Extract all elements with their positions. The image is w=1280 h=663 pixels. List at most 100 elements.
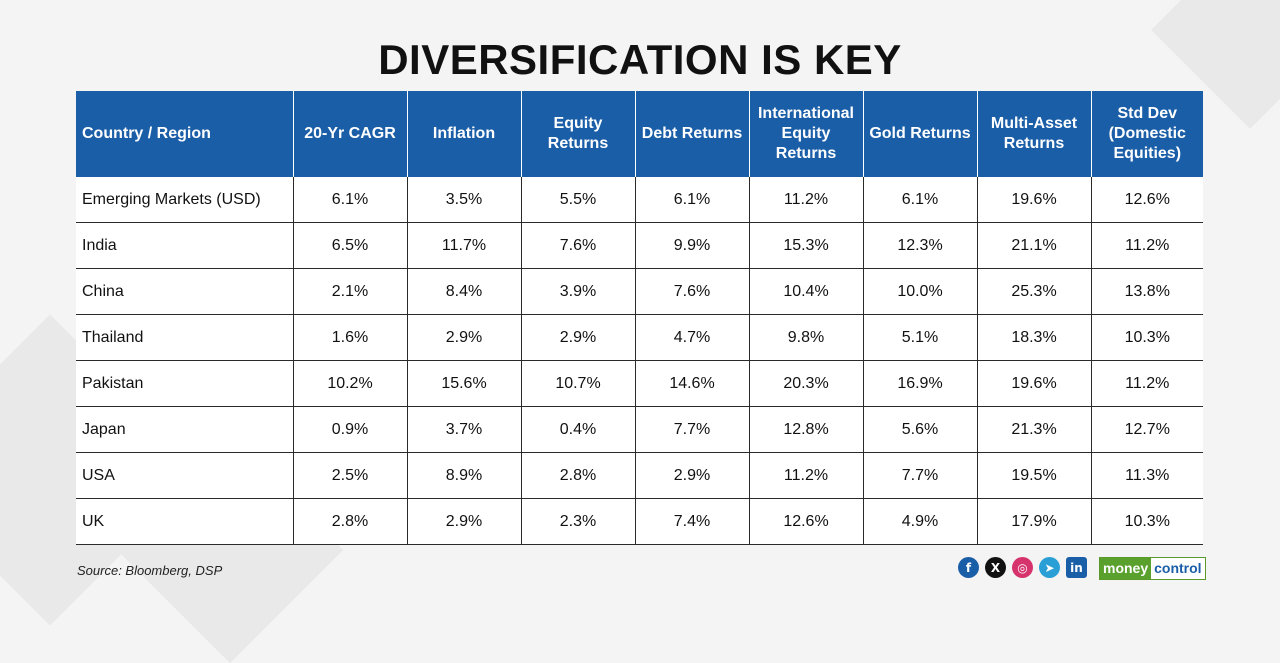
brand-logo-part2: control xyxy=(1151,558,1205,579)
table-cell: 6.5% xyxy=(292,222,407,269)
table-cell: 5.6% xyxy=(862,406,977,453)
chart-title: DIVERSIFICATION IS KEY xyxy=(378,36,902,83)
brand-logo: money control xyxy=(1099,557,1206,580)
table-cell: 2.5% xyxy=(292,452,407,499)
table-cell: 15.3% xyxy=(748,222,863,269)
table-cell: 19.5% xyxy=(976,452,1091,499)
table-cell: 7.7% xyxy=(634,406,749,453)
table-cell: 19.6% xyxy=(976,177,1091,223)
row-label: China xyxy=(76,268,293,315)
column-header: Equity Returns xyxy=(520,91,635,177)
table-cell: 14.6% xyxy=(634,360,749,407)
column-header: Country / Region xyxy=(76,91,293,177)
row-label: Japan xyxy=(76,406,293,453)
table-row: Thailand 1.6% 2.9% 2.9% 4.7% 9.8% 5.1% 18.3% 10.… xyxy=(76,314,1203,361)
table-cell: 2.8% xyxy=(292,498,407,545)
table-cell: 21.3% xyxy=(976,406,1091,453)
social-icons: f X ◎ ➤ in xyxy=(958,557,1087,578)
table-row: India 6.5% 11.7% 7.6% 9.9% 15.3% 12.3% 21.1% 11.… xyxy=(76,222,1203,269)
row-label: Pakistan xyxy=(76,360,293,407)
table-cell: 10.3% xyxy=(1090,314,1203,361)
x-icon[interactable]: X xyxy=(985,557,1006,578)
table-cell: 6.1% xyxy=(292,177,407,223)
table-body: Emerging Markets (USD) 6.1% 3.5% 5.5% 6.1% 11… xyxy=(76,177,1203,545)
table-cell: 0.4% xyxy=(520,406,635,453)
table-cell: 2.1% xyxy=(292,268,407,315)
table-row: Emerging Markets (USD) 6.1% 3.5% 5.5% 6.1% 11… xyxy=(76,177,1203,223)
source-note: Source: Bloomberg, DSP xyxy=(77,563,223,578)
table-cell: 2.8% xyxy=(520,452,635,499)
table-cell: 16.9% xyxy=(862,360,977,407)
row-label: Thailand xyxy=(76,314,293,361)
table-cell: 8.4% xyxy=(406,268,521,315)
table-cell: 11.2% xyxy=(1090,222,1203,269)
table-cell: 5.5% xyxy=(520,177,635,223)
table-cell: 19.6% xyxy=(976,360,1091,407)
table-header-row: Country / Region 20-Yr CAGR Inflation Equit… xyxy=(76,91,1203,177)
table-cell: 11.2% xyxy=(748,452,863,499)
table-row: USA 2.5% 8.9% 2.8% 2.9% 11.2% 7.7% 19.5% 11.3% xyxy=(76,452,1203,499)
table-cell: 5.1% xyxy=(862,314,977,361)
row-label: USA xyxy=(76,452,293,499)
table-cell: 2.9% xyxy=(634,452,749,499)
table-cell: 17.9% xyxy=(976,498,1091,545)
column-header: Inflation xyxy=(406,91,521,177)
table-cell: 12.3% xyxy=(862,222,977,269)
table-cell: 2.3% xyxy=(520,498,635,545)
column-header: 20-Yr CAGR xyxy=(292,91,407,177)
table-cell: 13.8% xyxy=(1090,268,1203,315)
table-cell: 11.2% xyxy=(748,177,863,223)
column-header: Std Dev (Domestic Equities) xyxy=(1090,91,1203,177)
table-cell: 1.6% xyxy=(292,314,407,361)
column-header: Gold Returns xyxy=(862,91,977,177)
table-cell: 10.0% xyxy=(862,268,977,315)
table-cell: 6.1% xyxy=(862,177,977,223)
linkedin-icon[interactable]: in xyxy=(1066,557,1087,578)
table-row: China 2.1% 8.4% 3.9% 7.6% 10.4% 10.0% 25.3% 13.8… xyxy=(76,268,1203,315)
table-cell: 9.9% xyxy=(634,222,749,269)
table-row: UK 2.8% 2.9% 2.3% 7.4% 12.6% 4.9% 17.9% 10.3% xyxy=(76,498,1203,545)
column-header: Multi-Asset Returns xyxy=(976,91,1091,177)
table-cell: 7.4% xyxy=(634,498,749,545)
brand-logo-part1: money xyxy=(1100,558,1152,579)
instagram-icon[interactable]: ◎ xyxy=(1012,557,1033,578)
table-cell: 10.2% xyxy=(292,360,407,407)
table-cell: 7.7% xyxy=(862,452,977,499)
table-cell: 20.3% xyxy=(748,360,863,407)
table-cell: 3.9% xyxy=(520,268,635,315)
table-row: Pakistan 10.2% 15.6% 10.7% 14.6% 20.3% 16.9% 19… xyxy=(76,360,1203,407)
table-cell: 4.9% xyxy=(862,498,977,545)
data-table: Country / Region 20-Yr CAGR Inflation Equit… xyxy=(76,91,1203,545)
table-cell: 12.6% xyxy=(1090,177,1203,223)
table-cell: 21.1% xyxy=(976,222,1091,269)
table-cell: 15.6% xyxy=(406,360,521,407)
table-cell: 3.7% xyxy=(406,406,521,453)
facebook-icon[interactable]: f xyxy=(958,557,979,578)
table-cell: 25.3% xyxy=(976,268,1091,315)
row-label: UK xyxy=(76,498,293,545)
table-cell: 9.8% xyxy=(748,314,863,361)
table-cell: 10.3% xyxy=(1090,498,1203,545)
table-cell: 12.6% xyxy=(748,498,863,545)
table-cell: 2.9% xyxy=(406,314,521,361)
row-label: India xyxy=(76,222,293,269)
column-header: International Equity Returns xyxy=(748,91,863,177)
row-label: Emerging Markets (USD) xyxy=(76,177,293,223)
table-cell: 12.8% xyxy=(748,406,863,453)
table-cell: 7.6% xyxy=(520,222,635,269)
table-cell: 3.5% xyxy=(406,177,521,223)
table-cell: 2.9% xyxy=(406,498,521,545)
table-cell: 7.6% xyxy=(634,268,749,315)
table-cell: 8.9% xyxy=(406,452,521,499)
table-cell: 6.1% xyxy=(634,177,749,223)
table-cell: 11.3% xyxy=(1090,452,1203,499)
table-cell: 11.7% xyxy=(406,222,521,269)
table-cell: 12.7% xyxy=(1090,406,1203,453)
table-cell: 4.7% xyxy=(634,314,749,361)
telegram-icon[interactable]: ➤ xyxy=(1039,557,1060,578)
table-cell: 10.4% xyxy=(748,268,863,315)
table-row: Japan 0.9% 3.7% 0.4% 7.7% 12.8% 5.6% 21.3% 12.7% xyxy=(76,406,1203,453)
table-cell: 11.2% xyxy=(1090,360,1203,407)
table-cell: 18.3% xyxy=(976,314,1091,361)
table-cell: 0.9% xyxy=(292,406,407,453)
